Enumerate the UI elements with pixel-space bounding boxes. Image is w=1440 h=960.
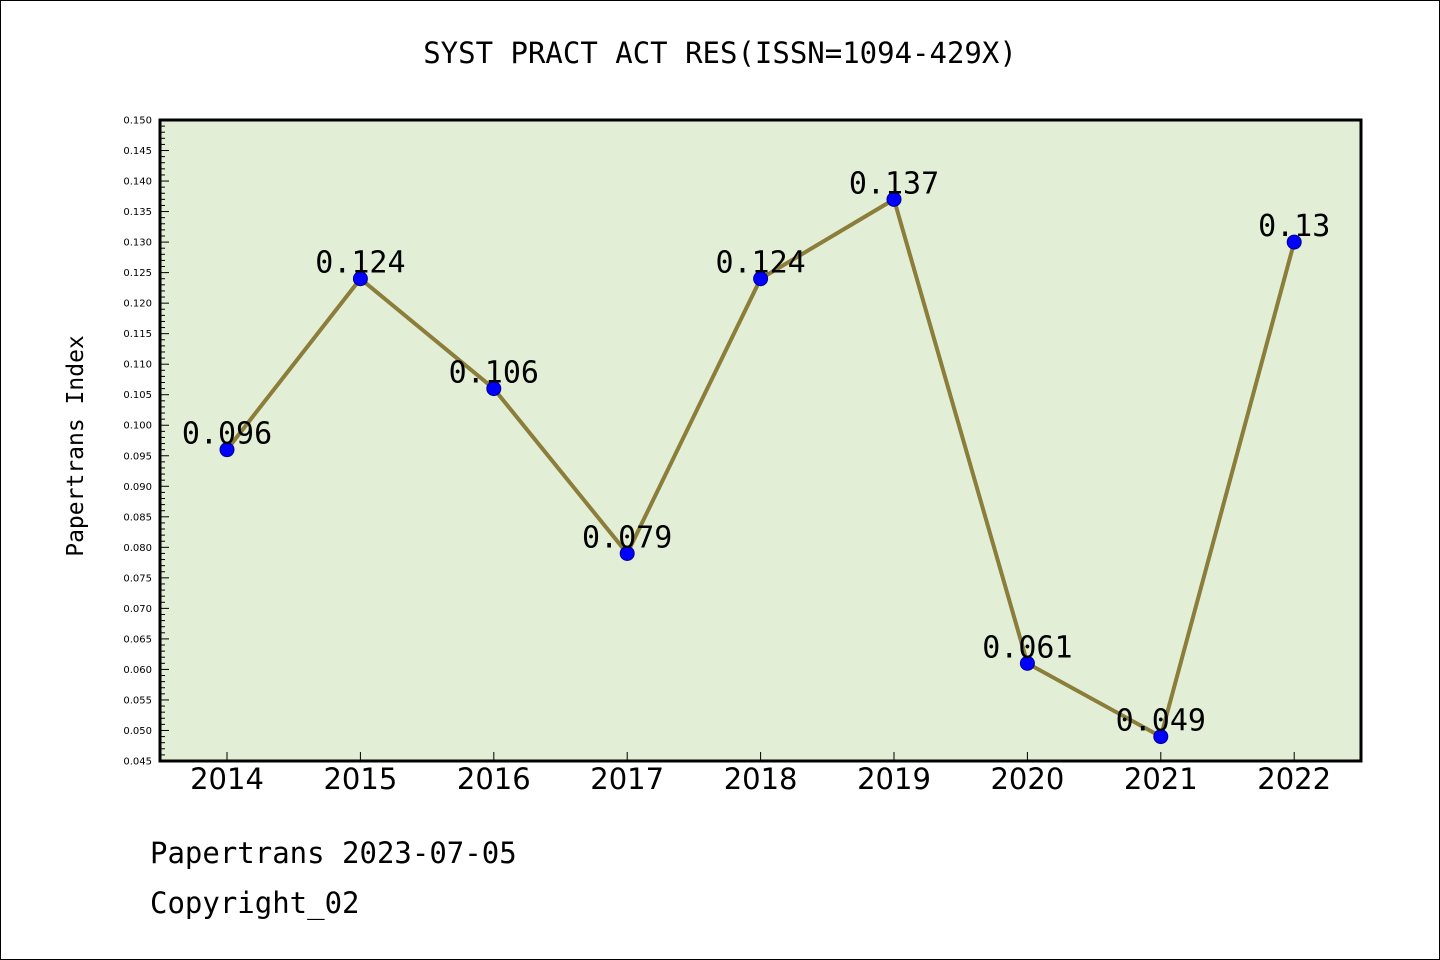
y-tick-label: 0.090 bbox=[123, 482, 152, 493]
data-label: 0.061 bbox=[982, 630, 1072, 665]
data-label: 0.13 bbox=[1258, 209, 1330, 244]
x-tick-label: 2021 bbox=[1124, 762, 1198, 796]
y-tick-label: 0.045 bbox=[123, 757, 152, 768]
data-point-marker bbox=[886, 191, 902, 207]
y-tick-label: 0.080 bbox=[123, 543, 152, 554]
data-label: 0.137 bbox=[849, 166, 939, 201]
chart-title: SYST PRACT ACT RES(ISSN=1094-429X) bbox=[423, 36, 1017, 70]
x-tick-label: 2017 bbox=[590, 762, 664, 796]
data-point-marker bbox=[1286, 234, 1302, 250]
y-tick-label: 0.105 bbox=[123, 390, 152, 401]
data-point-marker bbox=[1153, 729, 1169, 745]
x-tick-label: 2016 bbox=[457, 762, 531, 796]
data-point-marker bbox=[753, 271, 769, 287]
y-tick-label: 0.145 bbox=[123, 146, 152, 157]
y-tick-label: 0.060 bbox=[123, 665, 152, 676]
data-point-marker bbox=[1019, 655, 1035, 671]
x-tick-label: 2019 bbox=[857, 762, 931, 796]
data-label: 0.124 bbox=[315, 246, 405, 281]
data-label: 0.096 bbox=[182, 417, 272, 452]
plot-area bbox=[160, 120, 1361, 761]
y-tick-label: 0.135 bbox=[123, 207, 152, 218]
y-tick-label: 0.065 bbox=[123, 634, 152, 645]
data-point-marker bbox=[352, 271, 368, 287]
plot-border bbox=[158, 118, 1363, 763]
data-label: 0.079 bbox=[582, 520, 672, 555]
data-point-marker bbox=[486, 381, 502, 397]
footer-copyright: Copyright_02 bbox=[150, 886, 360, 920]
y-tick-label: 0.100 bbox=[123, 421, 152, 432]
x-tick-label: 2015 bbox=[323, 762, 397, 796]
x-tick-label: 2020 bbox=[990, 762, 1064, 796]
footer-date: Papertrans 2023-07-05 bbox=[150, 836, 517, 870]
y-tick-label: 0.085 bbox=[123, 512, 152, 523]
y-tick-label: 0.140 bbox=[123, 177, 152, 188]
data-label: 0.049 bbox=[1116, 704, 1206, 739]
x-tick-label: 2022 bbox=[1257, 762, 1331, 796]
data-point-marker bbox=[619, 545, 635, 561]
y-tick-label: 0.125 bbox=[123, 268, 152, 279]
data-labels: 0.096 0.124 0.106 0.079 0.124 0.137 0.061 0.049… bbox=[182, 166, 1330, 738]
y-tick-label: 0.115 bbox=[123, 329, 152, 340]
y-tick-label: 0.070 bbox=[123, 604, 152, 615]
data-label: 0.124 bbox=[715, 246, 805, 281]
data-markers bbox=[219, 191, 1302, 745]
x-tick-label: 2018 bbox=[724, 762, 798, 796]
x-tick-label: 2014 bbox=[190, 762, 264, 796]
y-tick-label: 0.095 bbox=[123, 451, 152, 462]
y-tick-label: 0.075 bbox=[123, 573, 152, 584]
y-tick-label: 0.055 bbox=[123, 695, 152, 706]
x-axis-ticks: 2014 2015 2016 2017 2018 2019 2020 2021 2022 bbox=[190, 752, 1331, 796]
y-tick-label: 0.050 bbox=[123, 726, 152, 737]
y-axis-ticks: 0.045 0.050 0.055 0.060 0.065 0.070 0.075 0.080… bbox=[123, 116, 169, 768]
y-tick-label: 0.110 bbox=[123, 360, 152, 371]
y-tick-label: 0.130 bbox=[123, 238, 152, 249]
data-point-marker bbox=[219, 442, 235, 458]
y-tick-label: 0.150 bbox=[123, 116, 152, 127]
y-tick-label: 0.120 bbox=[123, 299, 152, 310]
data-label: 0.106 bbox=[449, 356, 539, 391]
